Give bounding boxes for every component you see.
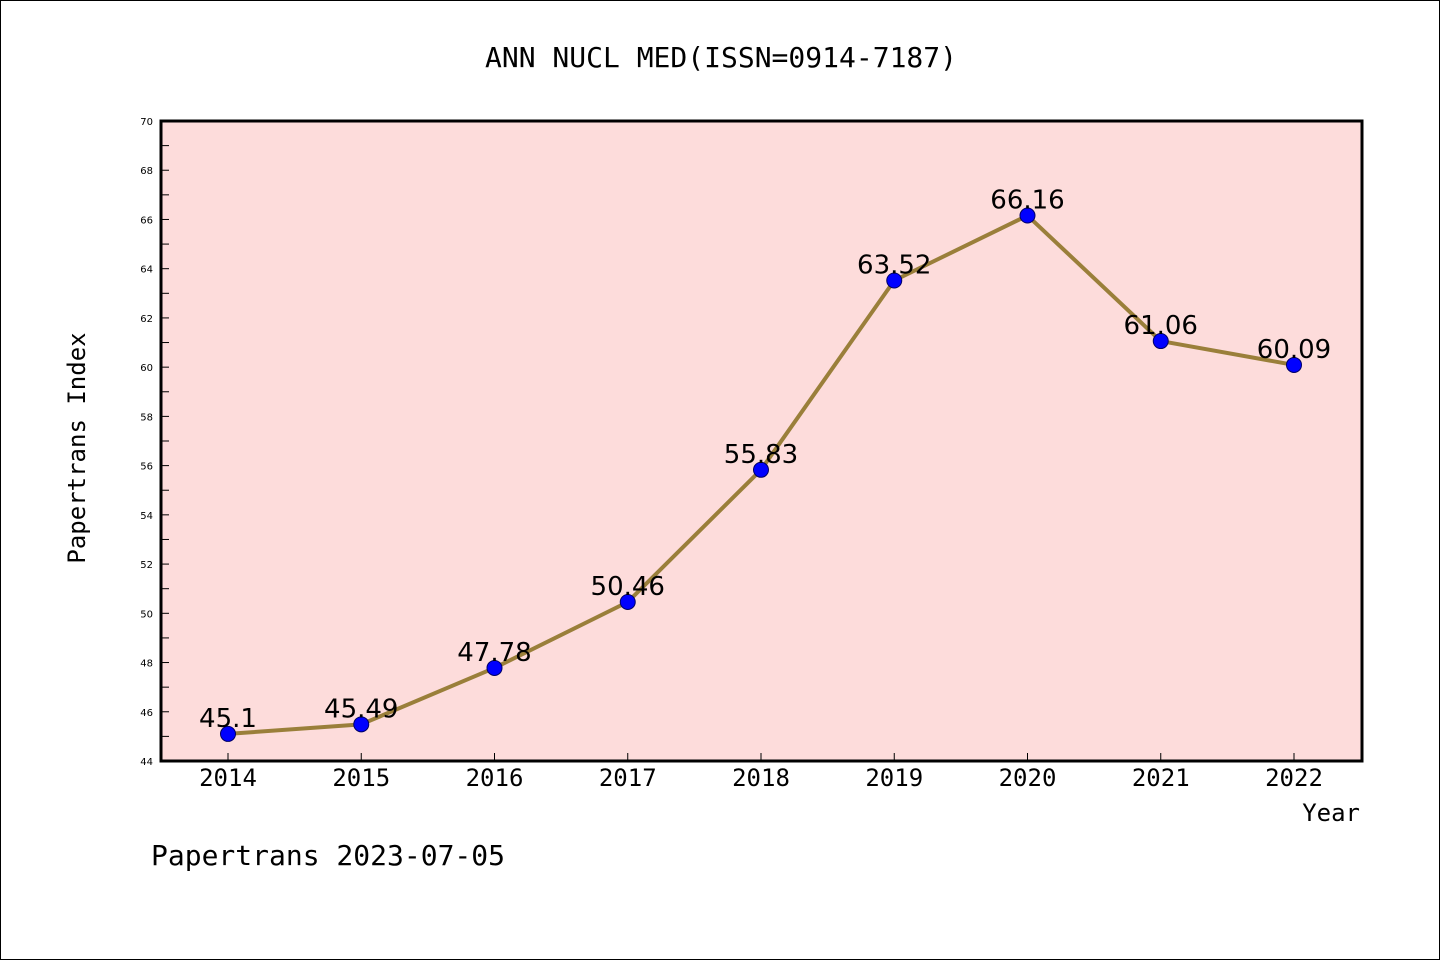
data-point-marker [220,725,236,742]
data-point-marker [486,659,503,676]
data-value-label: 47.78 [457,638,531,668]
x-tick-label: 2019 [865,764,923,792]
y-tick-label: 54 [140,511,153,522]
footer-date-text: Papertrans 2023-07-05 [151,839,505,872]
y-tick-label: 62 [140,314,153,325]
plot-border [159,119,1364,763]
x-tick-label: 2017 [599,764,657,792]
y-tick-label: 68 [140,166,153,177]
y-tick-label: 56 [140,462,153,473]
data-value-label: 45.49 [324,694,398,724]
data-point-marker [753,461,769,478]
y-tick-label: 48 [140,659,153,670]
data-value-label: 50.46 [591,572,665,602]
data-point-marker [353,716,370,733]
x-tick-label: 2020 [999,764,1057,792]
data-value-label: 45.1 [199,704,257,734]
data-value-label: 55.83 [724,440,798,470]
plot-area [161,121,1362,761]
chart-title: ANN NUCL MED(ISSN=0914-7187) [485,41,957,74]
x-tick-label: 2021 [1132,764,1190,792]
y-tick-label: 50 [140,609,153,620]
y-tick-label: 70 [140,117,153,128]
data-point-marker [1019,207,1036,224]
data-point-marker [886,272,903,289]
data-value-label: 66.16 [990,186,1064,216]
y-tick-label: 46 [140,708,153,719]
y-tick-label: 52 [140,560,153,571]
data-labels: 45.1 45.49 47.78 50.46 55.83 63.52 66.16 61.06 6… [199,186,1331,734]
x-tick-label: 2018 [732,764,790,792]
x-tick-label: 2015 [332,764,390,792]
data-value-label: 63.52 [857,251,931,281]
data-value-label: 61.06 [1124,311,1198,341]
x-tick-label: 2014 [199,764,257,792]
y-tick-label: 64 [140,265,153,276]
data-value-label: 60.09 [1257,335,1331,365]
y-tick-label: 60 [140,363,153,374]
x-axis-label: Year [1302,799,1360,827]
y-tick-label: 58 [140,412,153,423]
series-markers [220,207,1302,742]
data-point-marker [619,593,636,610]
y-axis-label: Papertrans Index [63,332,91,563]
x-tick-label: 2016 [466,764,524,792]
data-point-marker [1152,333,1169,350]
x-tick-label: 2022 [1265,764,1323,792]
y-tick-label: 44 [140,757,153,768]
data-point-marker [1286,356,1302,373]
y-tick-label: 66 [140,215,153,226]
x-axis-ticks: 2014 2015 2016 2017 2018 2019 2020 2021 2022 [199,753,1323,792]
